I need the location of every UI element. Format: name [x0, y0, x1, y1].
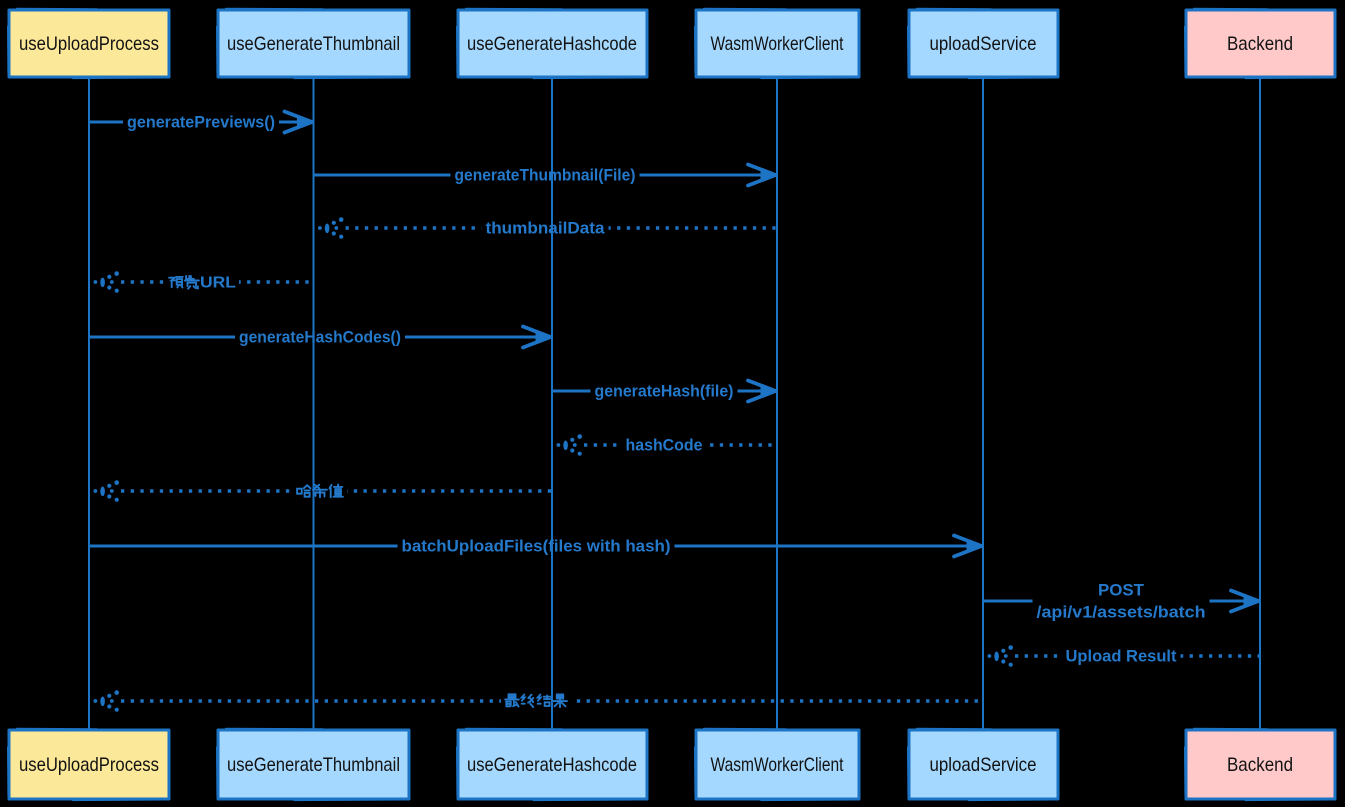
svg-text:useUploadProcess: useUploadProcess [19, 754, 159, 776]
svg-text:uploadService: uploadService [930, 33, 1037, 55]
svg-text:Backend: Backend [1227, 33, 1293, 55]
svg-text:Upload Result: Upload Result [1066, 648, 1177, 666]
svg-text:useGenerateThumbnail: useGenerateThumbnail [227, 33, 400, 55]
svg-text:generateHash(file): generateHash(file) [595, 383, 734, 401]
svg-text:generateThumbnail(File): generateThumbnail(File) [455, 167, 636, 185]
svg-text:useGenerateThumbnail: useGenerateThumbnail [227, 754, 400, 776]
svg-text:generateHashCodes(): generateHashCodes() [239, 329, 401, 347]
svg-text:generatePreviews(): generatePreviews() [127, 114, 275, 132]
svg-text:batchUploadFiles(files with ha: batchUploadFiles(files with hash) [402, 538, 671, 556]
svg-text:useGenerateHashcode: useGenerateHashcode [467, 754, 637, 776]
svg-text:Backend: Backend [1227, 754, 1293, 776]
svg-text:thumbnailData: thumbnailData [486, 220, 606, 238]
svg-text:useUploadProcess: useUploadProcess [19, 33, 159, 55]
svg-text:URL: URL [200, 275, 236, 292]
svg-text:WasmWorkerClient: WasmWorkerClient [711, 33, 844, 55]
svg-text:POST: POST [1098, 582, 1144, 600]
svg-text:hashCode: hashCode [626, 437, 703, 455]
svg-text:useGenerateHashcode: useGenerateHashcode [467, 33, 637, 55]
svg-text:/api/v1/assets/batch: /api/v1/assets/batch [1037, 604, 1206, 622]
svg-text:WasmWorkerClient: WasmWorkerClient [711, 754, 844, 776]
svg-text:uploadService: uploadService [930, 754, 1037, 776]
